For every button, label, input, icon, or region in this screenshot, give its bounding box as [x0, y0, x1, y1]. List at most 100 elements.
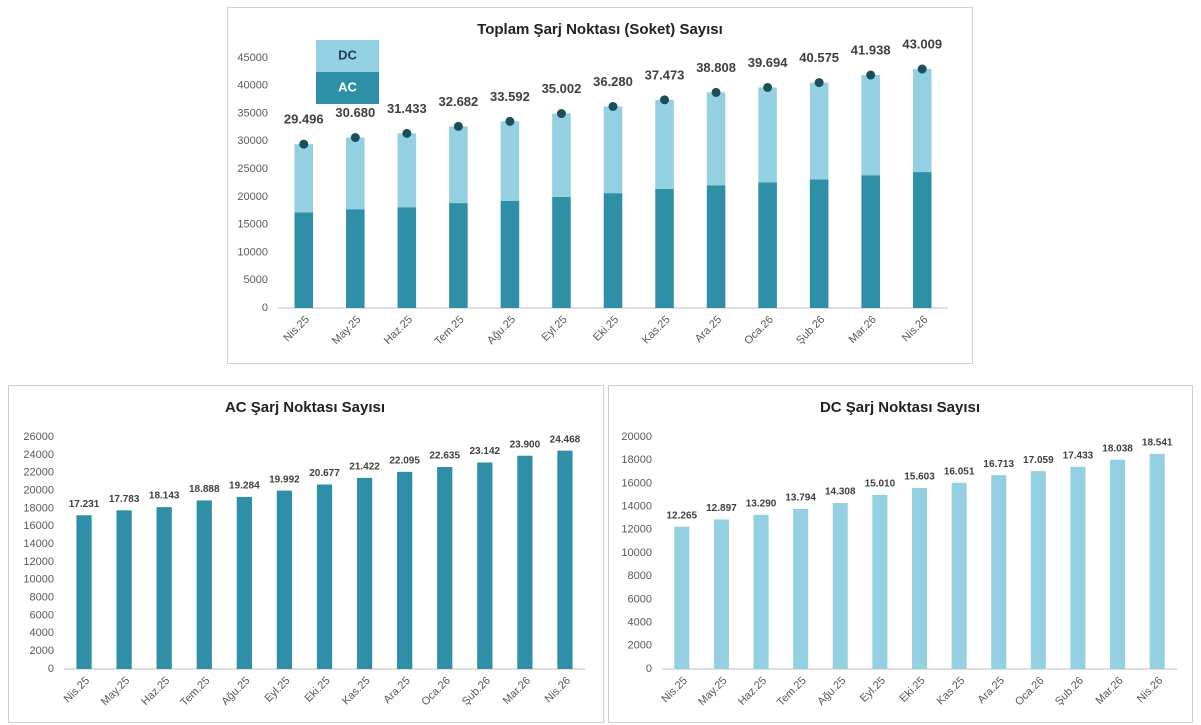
y-tick-label: 2000 [628, 640, 652, 652]
bar [1030, 471, 1046, 669]
bar [713, 519, 729, 669]
bar [872, 494, 888, 669]
y-tick-label: 25000 [237, 163, 268, 175]
bar-segment [706, 92, 726, 186]
bar-segment [552, 113, 571, 197]
value-label: 13.290 [746, 498, 777, 509]
chart-title: AC Şarj Noktası Sayısı [225, 399, 385, 416]
value-label: 16.713 [983, 459, 1014, 470]
value-label: 18.038 [1102, 443, 1133, 454]
bar [76, 515, 92, 669]
bar [477, 462, 493, 669]
value-label: 13.794 [785, 493, 816, 504]
legend-swatch [316, 40, 379, 72]
total-marker [866, 70, 876, 80]
bar-segment [552, 196, 571, 308]
bar-segment [294, 144, 314, 213]
value-label: 16.051 [944, 466, 975, 477]
bar-segment [861, 175, 880, 308]
total-marker [350, 133, 360, 143]
value-label: 23.900 [510, 439, 541, 450]
total-label: 43.009 [902, 36, 942, 51]
bar-segment [655, 99, 674, 189]
value-label: 20.677 [309, 468, 340, 479]
bar-segment [758, 87, 777, 183]
y-tick-label: 10000 [23, 574, 54, 586]
legend-label: AC [338, 79, 357, 94]
total-label: 36.280 [593, 74, 633, 89]
chart-title: DC Şarj Noktası Sayısı [820, 399, 980, 416]
bar-segment [809, 179, 829, 308]
value-label: 19.992 [269, 474, 300, 485]
bar [832, 503, 848, 669]
bar [793, 508, 809, 669]
bar-segment [500, 121, 520, 201]
value-label: 22.635 [429, 451, 460, 462]
y-tick-label: 26000 [23, 431, 54, 443]
total-label: 30.680 [335, 105, 375, 120]
value-label: 18.541 [1142, 438, 1173, 449]
total-marker [763, 82, 773, 92]
y-tick-label: 0 [262, 302, 268, 314]
total-label: 37.473 [645, 67, 685, 82]
bar-segment [861, 75, 880, 176]
value-label: 21.422 [349, 461, 380, 472]
panel [8, 385, 604, 723]
panel [608, 385, 1193, 723]
bar-segment [603, 193, 623, 308]
bar [196, 500, 212, 669]
total-marker [660, 95, 670, 105]
bar-segment [500, 200, 520, 308]
y-tick-label: 6000 [30, 609, 54, 621]
bar [236, 496, 252, 669]
bar [1110, 459, 1126, 669]
value-label: 14.308 [825, 487, 856, 498]
total-label: 39.694 [748, 55, 789, 70]
y-tick-label: 6000 [628, 593, 652, 605]
bar-segment [912, 69, 932, 173]
y-tick-label: 10000 [237, 246, 268, 258]
y-tick-label: 10000 [621, 547, 652, 559]
bar-segment [397, 133, 417, 208]
total-marker [608, 101, 618, 111]
y-tick-label: 20000 [621, 431, 652, 443]
total-marker [711, 87, 721, 97]
legend-label: DC [338, 47, 357, 62]
y-tick-label: 2000 [30, 645, 54, 657]
y-tick-label: 16000 [23, 520, 54, 532]
y-tick-label: 4000 [628, 617, 652, 629]
value-label: 19.284 [229, 481, 260, 492]
bar-segment [449, 203, 468, 308]
bar [674, 526, 690, 669]
value-label: 22.095 [389, 455, 420, 466]
y-tick-label: 20000 [23, 484, 54, 496]
total-label: 29.496 [284, 112, 324, 127]
y-tick-label: 35000 [237, 107, 268, 119]
bar [1070, 466, 1086, 669]
total-label: 41.938 [851, 42, 891, 57]
y-tick-label: 14000 [621, 501, 652, 513]
y-tick-label: 8000 [30, 592, 54, 604]
bar [316, 484, 333, 669]
value-label: 18.143 [149, 491, 180, 502]
bar [951, 482, 967, 669]
value-label: 15.603 [904, 472, 935, 483]
y-tick-label: 24000 [23, 449, 54, 461]
chart-title: Toplam Şarj Noktası (Soket) Sayısı [477, 21, 723, 38]
total-marker [453, 121, 463, 131]
bar-segment [346, 209, 365, 308]
bar-segment [655, 188, 674, 308]
y-tick-label: 22000 [23, 467, 54, 479]
bar [517, 455, 533, 669]
y-tick-label: 18000 [621, 454, 652, 466]
total-marker [814, 78, 824, 88]
y-tick-label: 16000 [621, 477, 652, 489]
value-label: 17.783 [109, 494, 140, 505]
value-label: 15.010 [865, 479, 896, 490]
y-tick-label: 15000 [237, 219, 268, 231]
y-tick-label: 18000 [23, 502, 54, 514]
y-tick-label: 8000 [628, 570, 652, 582]
total-marker [917, 64, 927, 74]
bar [356, 477, 373, 669]
value-label: 12.897 [706, 503, 737, 514]
